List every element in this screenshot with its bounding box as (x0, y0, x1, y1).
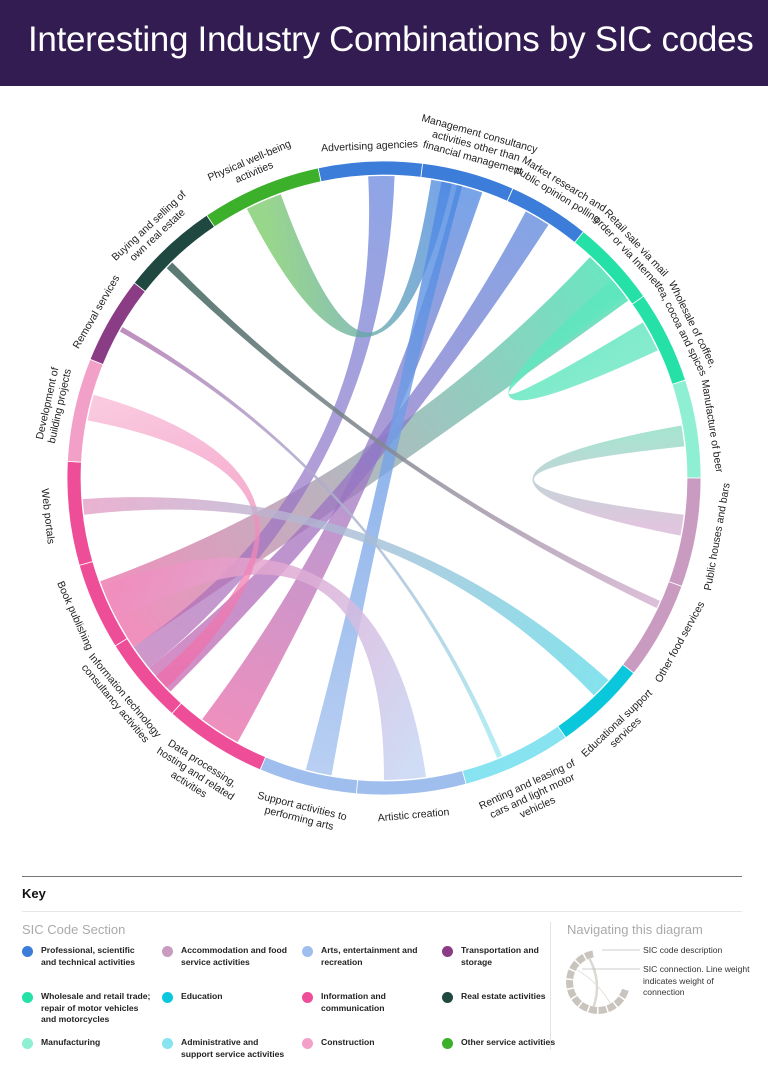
legend-color-dot (22, 992, 33, 1003)
legend-item: Education (162, 991, 292, 1003)
nav-segment (566, 969, 575, 979)
legend-label: Arts, entertainment and recreation (321, 945, 418, 967)
legend-color-dot (162, 1038, 173, 1049)
legend-color-dot (442, 992, 453, 1003)
connection-ribbon[interactable] (508, 279, 658, 401)
connection-ribbon[interactable] (202, 184, 483, 743)
legend-color-dot (302, 1038, 313, 1049)
svg-text:Web portals: Web portals (39, 488, 57, 545)
nav-segment (583, 950, 594, 960)
legend-color-dot (22, 946, 33, 957)
legend-item: Construction (302, 1037, 432, 1049)
key-title: Key (22, 886, 46, 901)
legend-label: Accommodation and food service activitie… (181, 945, 287, 967)
legend-color-dot (302, 992, 313, 1003)
nav-segment (619, 988, 629, 999)
legend-label: Professional, scientific and technical a… (41, 945, 136, 967)
key-vertical-divider (550, 922, 551, 1050)
key-subdivider (22, 911, 742, 912)
legend-color-dot (22, 1038, 33, 1049)
legend-item: Administrative and support service activ… (162, 1037, 292, 1060)
nav-segment (571, 995, 582, 1007)
legend-item: Information and communication (302, 991, 432, 1014)
nav-segment (566, 979, 574, 989)
legend-item: Real estate activities (442, 991, 572, 1003)
nav-segment (613, 996, 625, 1007)
legend-label: Transportation and storage (461, 945, 539, 967)
segment-label: Manufacture of beer (699, 379, 726, 474)
connections-layer (82, 176, 685, 780)
nav-desc-segment: SIC code description (643, 945, 723, 955)
segment-label: Public houses and bars (702, 482, 733, 592)
legend-label: Information and communication (321, 991, 386, 1013)
nav-segment (598, 1005, 608, 1014)
svg-text:Public houses and bars: Public houses and bars (702, 482, 733, 592)
navigating-example-icon (566, 949, 640, 1014)
connection-ribbon[interactable] (246, 179, 452, 338)
page-title: Interesting Industry Combinations by SIC… (28, 20, 754, 59)
legend-label: Construction (321, 1037, 375, 1047)
legend-label: Wholesale and retail trade; repair of mo… (41, 991, 151, 1024)
svg-text:Manufacture of beer: Manufacture of beer (699, 379, 726, 474)
svg-text:Advertising agencies: Advertising agencies (321, 138, 418, 154)
legend-item: Manufacturing (22, 1037, 152, 1049)
legend-color-dot (442, 1038, 453, 1049)
legend-color-dot (442, 946, 453, 957)
connection-ribbon[interactable] (305, 181, 463, 776)
legend-label: Other service activities (461, 1037, 556, 1047)
legend-label: Real estate activities (461, 991, 546, 1001)
navigating-title: Navigating this diagram (567, 922, 703, 937)
nav-segment (606, 1002, 617, 1013)
connection-ribbon[interactable] (532, 425, 685, 536)
legend-item: Transportation and storage (442, 945, 572, 968)
svg-text:Artistic creation: Artistic creation (377, 806, 450, 824)
chord-diagram: Advertising agencies Management consultan… (34, 112, 733, 833)
legend-item: Arts, entertainment and recreation (302, 945, 432, 968)
connection-ribbon[interactable] (102, 557, 427, 780)
legend-color-dot (162, 946, 173, 957)
key-divider (22, 876, 742, 877)
legend-color-dot (162, 992, 173, 1003)
segment-label: Advertising agencies (321, 138, 418, 154)
segments-ring (66, 160, 702, 796)
nav-segment (575, 954, 586, 965)
nav-desc-connection: SIC connection. Line weight indicates we… (643, 964, 750, 997)
legend-item: Professional, scientific and technical a… (22, 945, 152, 968)
segment-arc[interactable] (206, 167, 322, 228)
legend-item: Other service activities (442, 1037, 572, 1049)
nav-segment (569, 960, 580, 972)
connection-ribbon[interactable] (149, 211, 549, 692)
legend-label: Education (181, 991, 223, 1001)
legend-label: Administrative and support service activ… (181, 1037, 285, 1059)
header-banner: Interesting Industry Combinations by SIC… (0, 0, 768, 86)
legend-color-dot (302, 946, 313, 957)
legend-item: Wholesale and retail trade; repair of mo… (22, 991, 152, 1026)
nav-segment (588, 1005, 598, 1014)
nav-segment (567, 988, 577, 999)
sic-section-title: SIC Code Section (22, 922, 126, 937)
legend-label: Manufacturing (41, 1037, 101, 1047)
legend-item: Accommodation and food service activitie… (162, 945, 292, 968)
nav-segment (578, 1001, 590, 1012)
segment-label: Artistic creation (377, 806, 450, 824)
segment-label: Web portals (39, 488, 57, 545)
